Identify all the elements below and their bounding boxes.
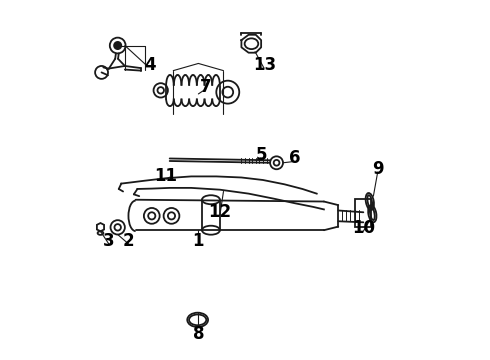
Text: 10: 10: [352, 219, 375, 237]
Text: 2: 2: [122, 232, 134, 250]
Text: 5: 5: [255, 146, 267, 164]
Text: 9: 9: [372, 160, 384, 178]
Text: 11: 11: [155, 167, 177, 185]
Text: 12: 12: [208, 203, 231, 221]
Circle shape: [114, 42, 122, 49]
Text: 6: 6: [290, 149, 301, 167]
Text: 4: 4: [144, 56, 156, 74]
Text: 1: 1: [193, 232, 204, 250]
Text: 7: 7: [200, 78, 211, 96]
Text: 13: 13: [253, 56, 276, 74]
Text: 3: 3: [103, 232, 115, 250]
Text: 8: 8: [193, 325, 204, 343]
